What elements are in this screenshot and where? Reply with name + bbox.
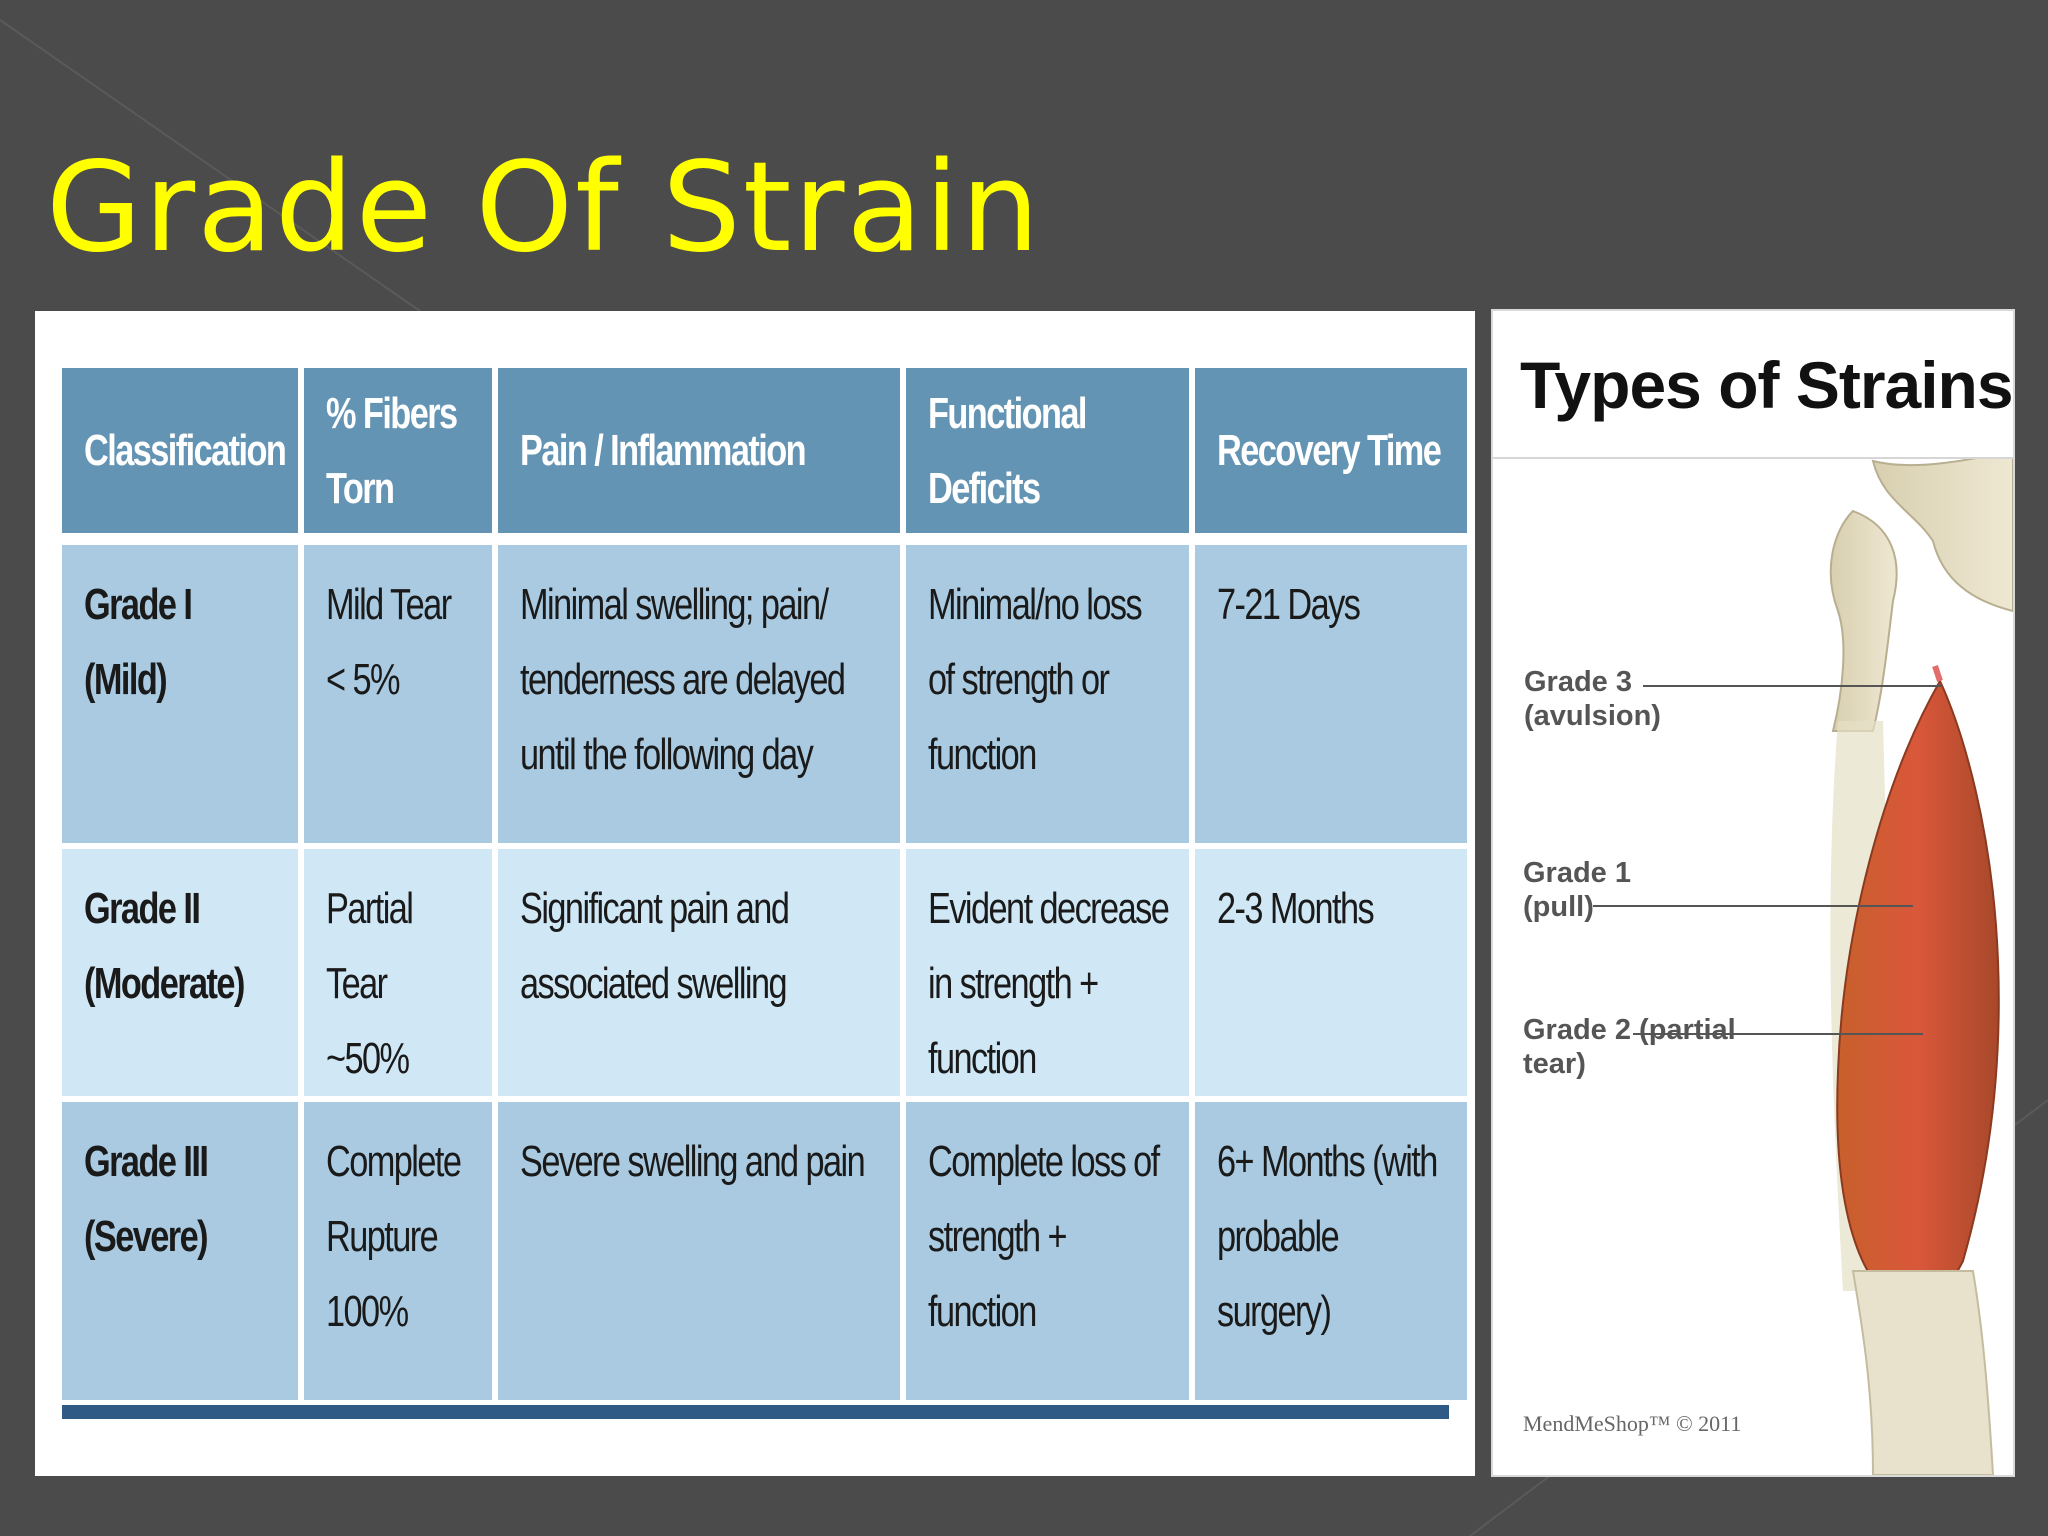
table-header-row: Classification % Fibers Torn Pain / Infl…: [62, 368, 1467, 545]
cell-pain: Significant pain and associated swelling: [498, 849, 900, 1102]
header-recovery-time: Recovery Time: [1195, 368, 1467, 545]
label-grade-1: Grade 1 (pull): [1523, 857, 1631, 923]
cell-deficits: Minimal/no loss of strength or function: [906, 545, 1189, 849]
table-row: Grade I (Mild) Mild Tear < 5% Minimal sw…: [62, 545, 1467, 849]
cell-pain: Minimal swelling; pain/ tenderness are d…: [498, 545, 900, 849]
cell-deficits: Evident decrease in strength + function: [906, 849, 1189, 1102]
brand-watermark: MendMeShop™ © 2011: [1523, 1411, 1742, 1436]
table-bottom-rule: [62, 1405, 1449, 1419]
cell-recovery: 2-3 Months: [1195, 849, 1467, 1102]
header-classification: Classification: [62, 368, 298, 545]
cell-fibers: Partial Tear ~50%: [304, 849, 492, 1102]
cell-deficits: Complete loss of strength + function: [906, 1102, 1189, 1400]
label-grade-3: Grade 3 (avulsion): [1524, 666, 1661, 732]
strain-types-figure: Types of Strains Grade 3 (avulsion) Grad…: [1493, 311, 2013, 1475]
cell-fibers: Complete Rupture 100%: [304, 1102, 492, 1400]
label-grade-2: Grade 2 (partial tear): [1523, 1014, 1736, 1080]
strain-grade-table: Classification % Fibers Torn Pain / Infl…: [56, 368, 1473, 1400]
cell-recovery: 6+ Months (with probable surgery): [1195, 1102, 1467, 1400]
cell-classification: Grade I (Mild): [62, 545, 298, 849]
figure-title-bar: Types of Strains: [1493, 311, 2013, 459]
header-fibers-torn: % Fibers Torn: [304, 368, 492, 545]
cell-fibers: Mild Tear < 5%: [304, 545, 492, 849]
table-row: Grade II (Moderate) Partial Tear ~50% Si…: [62, 849, 1467, 1102]
cell-recovery: 7-21 Days: [1195, 545, 1467, 849]
slide-title: Grade Of Strain: [46, 136, 1042, 280]
thigh-anatomy-illustration: [1593, 449, 2013, 1475]
header-pain-inflammation: Pain / Inflammation: [498, 368, 900, 545]
cell-classification: Grade III (Severe): [62, 1102, 298, 1400]
cell-classification: Grade II (Moderate): [62, 849, 298, 1102]
strain-table-panel: Classification % Fibers Torn Pain / Infl…: [35, 311, 1475, 1476]
table-row: Grade III (Severe) Complete Rupture 100%…: [62, 1102, 1467, 1400]
cell-pain: Severe swelling and pain: [498, 1102, 900, 1400]
figure-title: Types of Strains: [1520, 348, 2013, 422]
header-functional-deficits: Functional Deficits: [906, 368, 1189, 545]
